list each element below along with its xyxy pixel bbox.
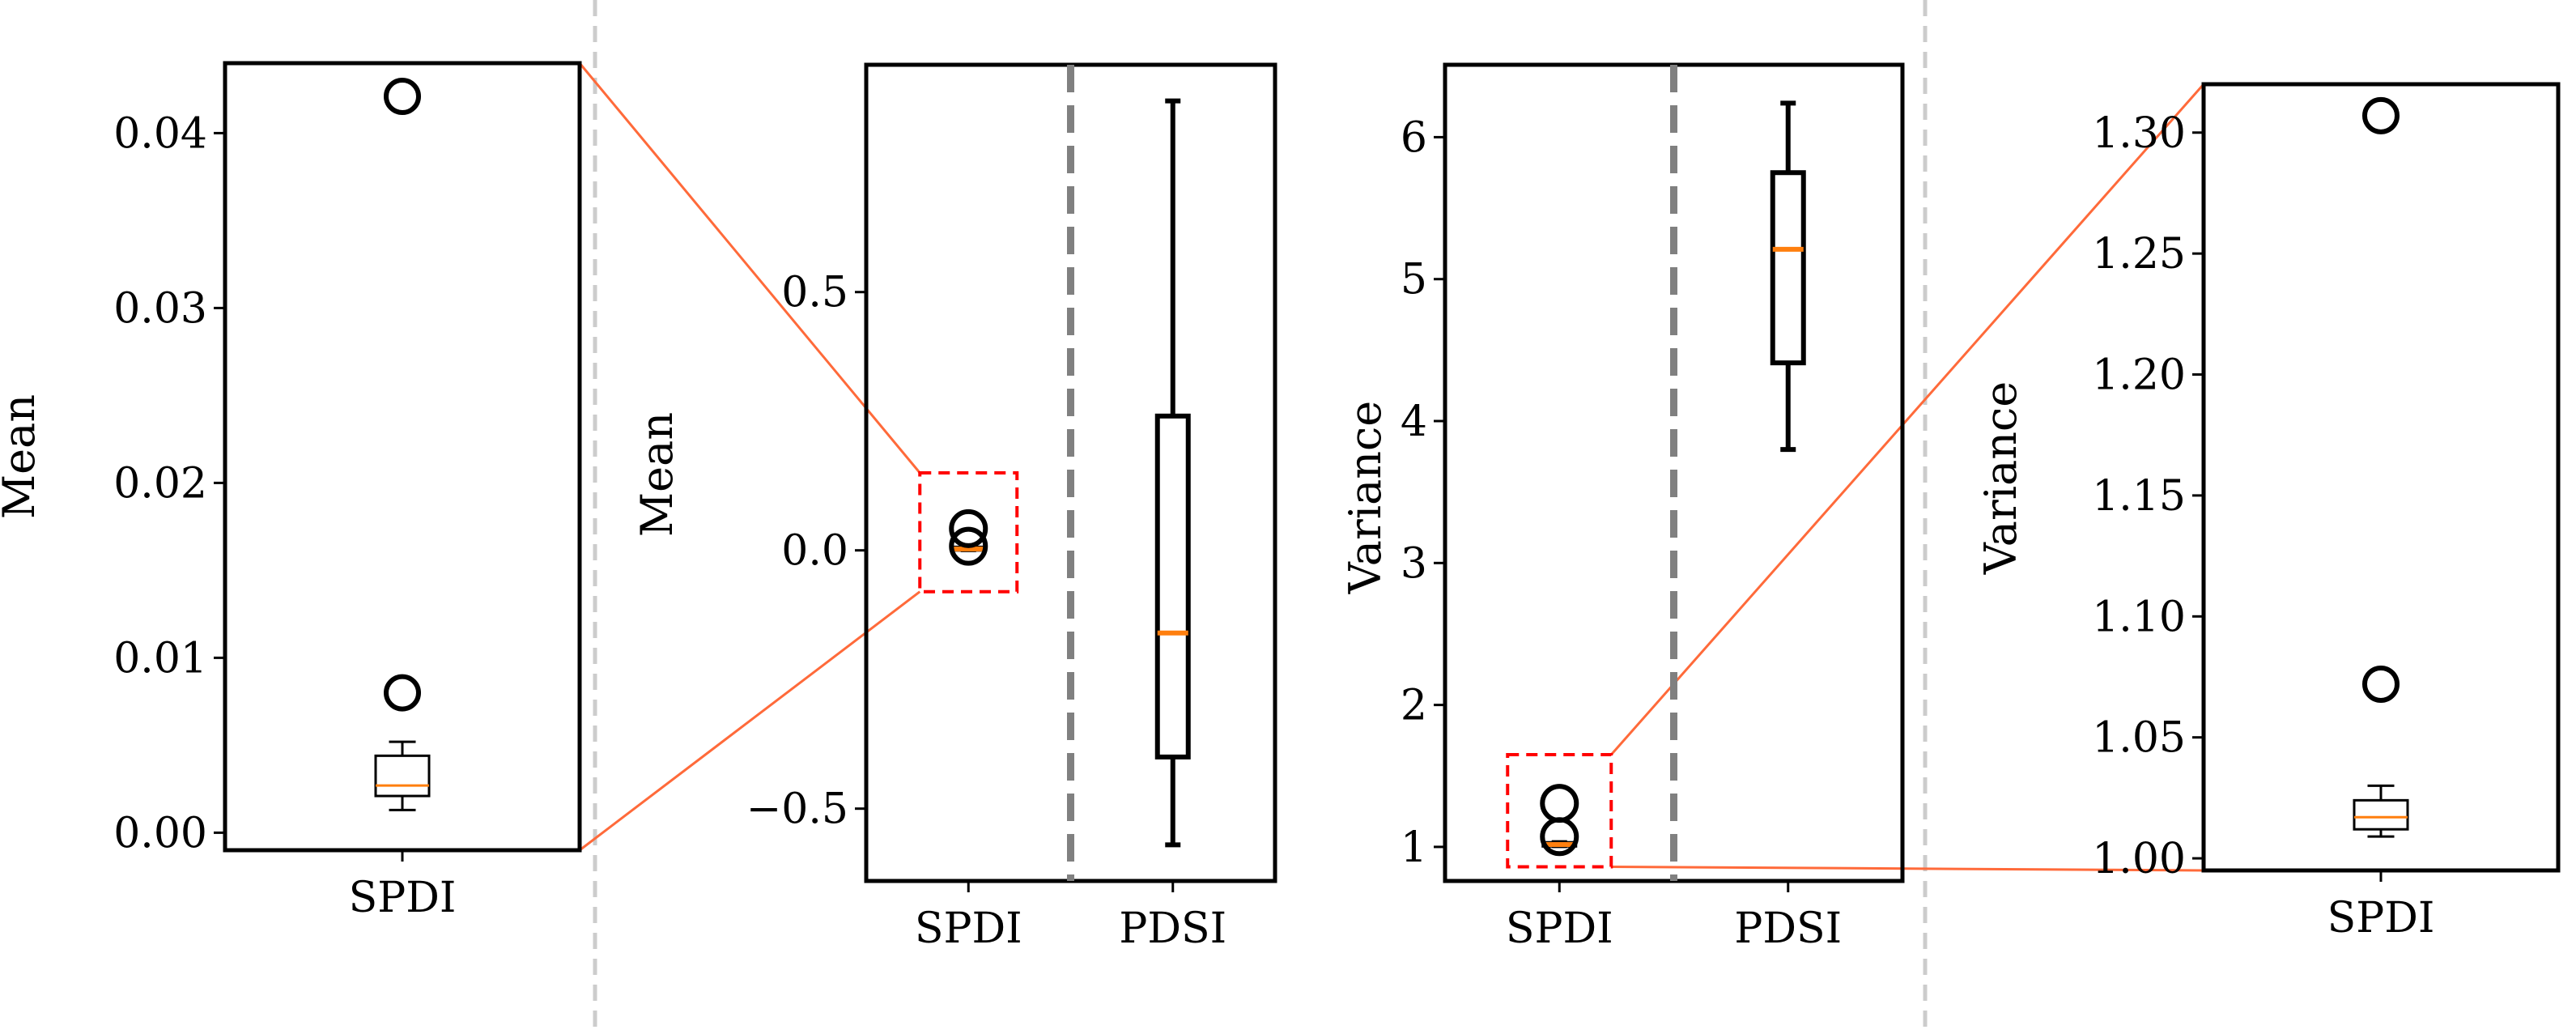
- x-tick-label: PDSI: [1734, 904, 1842, 953]
- y-tick-label: 0.04: [113, 109, 207, 158]
- y-axis-title: Mean: [631, 412, 682, 537]
- y-tick-label: 1.00: [2092, 835, 2186, 883]
- box-spdi: SPDI: [915, 508, 1022, 953]
- x-tick-label: PDSI: [1119, 904, 1226, 953]
- box-spdi: SPDI: [349, 78, 457, 922]
- plot-frame: [223, 61, 582, 853]
- y-tick-label: 1.05: [2092, 714, 2186, 763]
- y-tick-label: 1.15: [2092, 472, 2186, 521]
- outlier-point: [2362, 665, 2400, 703]
- y-tick-label: 0.02: [113, 459, 207, 508]
- y-tick-label: −0.5: [746, 785, 848, 834]
- iqr-box: [374, 754, 431, 798]
- y-tick-label: 1.30: [2092, 109, 2186, 158]
- y-tick-label: 1.25: [2092, 230, 2186, 279]
- outlier-point: [384, 78, 421, 116]
- y-tick-label: 0.0: [781, 527, 848, 576]
- panel-1: 0.00 0.01 0.02 0.03 0.04 Mean SPDI: [0, 61, 582, 922]
- zoom-box: [918, 471, 1019, 594]
- outlier-point: [384, 674, 421, 712]
- panel-4: 1.00 1.05 1.10 1.15 1.20 1.25 1.30 Variance SPDI: [1975, 82, 2561, 943]
- y-tick-label: 0.5: [781, 269, 848, 317]
- zoom-connector-top: [1610, 83, 2205, 755]
- y-tick-label: 1.20: [2092, 351, 2186, 400]
- x-tick-label: SPDI: [915, 904, 1022, 953]
- y-axis-title: Variance: [1340, 401, 1391, 595]
- zoom-connector-top: [578, 62, 921, 474]
- outlier-point: [949, 508, 988, 548]
- y-tick-label: 3: [1401, 539, 1427, 588]
- outlier-point: [2362, 96, 2400, 134]
- outlier-point: [949, 526, 988, 566]
- y-tick-label: 6: [1401, 113, 1427, 162]
- zoom-connector-bottom: [1611, 865, 2204, 872]
- zoom-box: [1506, 752, 1613, 869]
- y-tick-label: 0.01: [113, 634, 207, 683]
- x-tick-label: SPDI: [2327, 894, 2435, 943]
- iqr-box: [1154, 413, 1191, 760]
- y-tick-label: 4: [1401, 398, 1427, 446]
- zoom-connector-bottom: [579, 590, 921, 852]
- iqr-box: [1770, 170, 1806, 366]
- panels: 0.00 0.01 0.02 0.03 0.04 Mean SPDI −0.5 0.0 0.5 Me…: [0, 61, 2561, 953]
- box-spdi: SPDI: [2327, 96, 2435, 943]
- panel-separators: [593, 0, 1928, 1034]
- y-tick-label: 0.03: [113, 284, 207, 333]
- y-axis-title: Variance: [1975, 381, 2026, 576]
- panel-3: 1 2 3 4 5 6 Variance SPDI PDSI: [1340, 62, 1905, 953]
- y-tick-label: 0.00: [113, 809, 207, 857]
- plot-frame: [2201, 82, 2561, 873]
- iqr-box: [2353, 798, 2409, 831]
- y-tick-label: 1: [1401, 823, 1427, 872]
- outlier-point: [1540, 784, 1579, 823]
- x-tick-label: SPDI: [349, 874, 457, 922]
- box-pdsi: PDSI: [1119, 98, 1226, 953]
- y-tick-label: 5: [1401, 256, 1427, 304]
- panel-2: −0.5 0.0 0.5 Mean SPDI PDSI: [631, 62, 1277, 953]
- y-tick-label: 2: [1401, 682, 1427, 730]
- zoom-connectors: [578, 62, 2205, 872]
- y-axis-title: Mean: [0, 394, 45, 519]
- box-spdi: SPDI: [1506, 784, 1613, 953]
- outlier-point: [1540, 817, 1579, 857]
- box-pdsi: PDSI: [1734, 100, 1842, 953]
- y-tick-label: 1.10: [2092, 593, 2186, 641]
- x-tick-label: SPDI: [1506, 904, 1613, 953]
